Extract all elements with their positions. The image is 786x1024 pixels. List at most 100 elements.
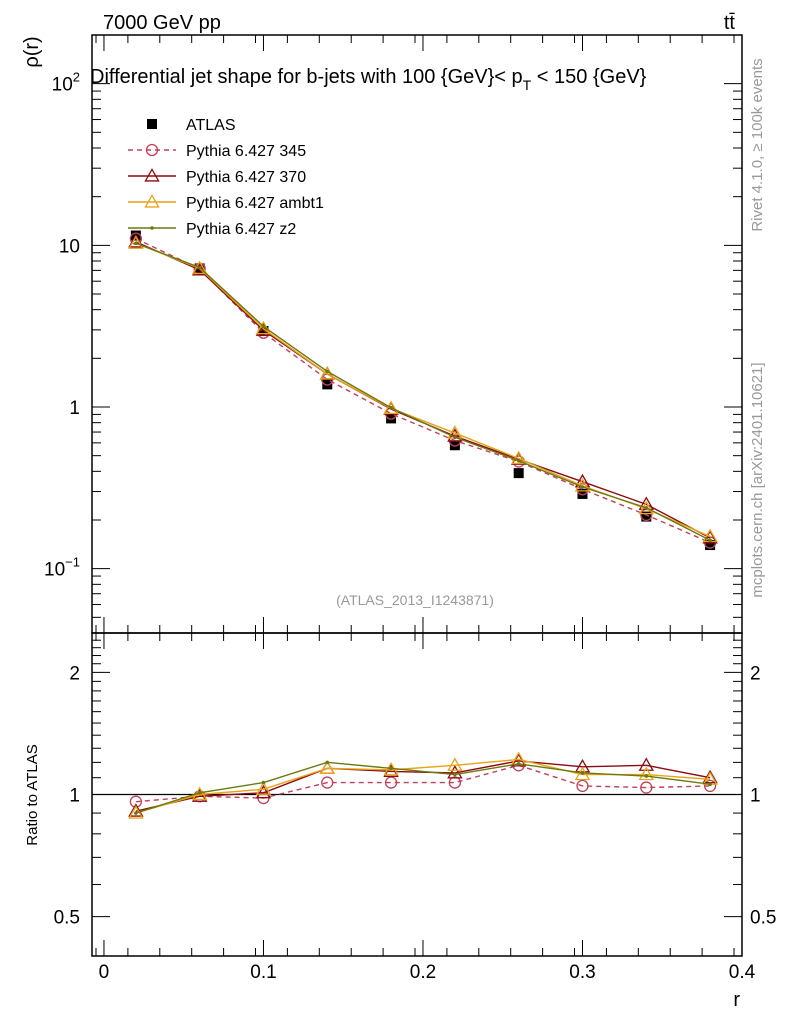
main-data-point <box>702 529 718 544</box>
main-y-axis-label: ρ(r) <box>21 36 43 67</box>
main-series-line <box>135 242 711 541</box>
legend-item: Pythia 6.427 370 <box>128 168 306 186</box>
ratio-data-point <box>128 803 144 817</box>
ratio-data-point <box>321 776 334 789</box>
legend-marker <box>150 226 154 230</box>
chart-title-tail: < 150 {GeV} <box>531 66 646 88</box>
ratio-y-tick-label: 1 <box>69 786 80 807</box>
main-data-point <box>261 324 266 329</box>
ratio-data-point <box>516 762 521 766</box>
ratio-data-point <box>580 771 585 775</box>
main-series-line <box>135 238 711 544</box>
main-data-point <box>577 488 588 499</box>
ratio-data-point <box>261 780 266 785</box>
ratio-data-point <box>708 782 712 787</box>
legend-item: Pythia 6.427 z2 <box>128 221 296 238</box>
main-data-point <box>641 511 652 522</box>
ratio-data-point <box>638 757 655 771</box>
main-series-pythia-6-427-370 <box>128 233 718 544</box>
legend-label: ATLAS <box>186 117 236 134</box>
ratio-series-line <box>135 760 711 812</box>
main-data-point <box>580 485 585 489</box>
ratio-series-line <box>135 761 711 814</box>
ratio-y-axis-label: Ratio to ATLAS <box>24 744 41 845</box>
ratio-data-point <box>325 760 330 765</box>
legend-label: Pythia 6.427 370 <box>186 169 306 186</box>
x-tick-label: 0.1 <box>250 962 276 983</box>
main-data-point <box>453 435 457 440</box>
ratio-data-point <box>384 776 398 789</box>
ratio-data-point <box>447 765 463 779</box>
main-panel: 10−1 1 10 102 <box>44 34 743 634</box>
main-data-point <box>197 265 202 270</box>
ratio-data-point <box>576 779 589 793</box>
ratio-data-point <box>134 811 138 815</box>
legend-marker <box>147 119 157 129</box>
legend-item: ATLAS <box>147 117 236 134</box>
main-y-tick-label: 10−1 <box>44 555 80 581</box>
ratio-series-pythia-6-427-ambt1 <box>128 751 718 819</box>
ratio-series-line <box>135 758 711 814</box>
main-data-point <box>255 320 272 335</box>
legend-marker <box>145 143 159 157</box>
ratio-series-pythia-6-427-z2 <box>134 760 712 815</box>
main-data-point <box>389 405 393 410</box>
main-data-point <box>128 233 144 248</box>
main-y-tick-label: 10 <box>59 236 80 257</box>
ratio-data-point <box>197 790 202 795</box>
ratio-y-tick-label-right: 1 <box>750 786 761 807</box>
legend-label: Pythia 6.427 345 <box>186 143 306 160</box>
main-data-point <box>191 260 208 274</box>
x-tick-label: 0.3 <box>569 962 595 983</box>
main-data-point <box>516 458 521 463</box>
legend-marker <box>144 168 160 182</box>
main-data-point <box>386 413 397 424</box>
x-tick-label: 0 <box>99 962 110 983</box>
ratio-data-point <box>703 779 717 793</box>
main-series-pythia-6-427-z2 <box>134 241 712 542</box>
ratio-data-point <box>389 766 393 771</box>
legend: ATLAS Pythia 6.427 345 Pythia 6.427 370 Pyt… <box>128 117 324 238</box>
legend-item: Pythia 6.427 ambt1 <box>128 194 324 212</box>
ratio-series-pythia-6-427-370 <box>128 752 718 817</box>
source-label: mcplots.cern.ch [arXiv:2401.10621] <box>749 362 766 597</box>
main-series-pythia-6-427-ambt1 <box>128 235 718 543</box>
legend-item: Pythia 6.427 345 <box>128 143 306 160</box>
main-data-point <box>449 440 460 451</box>
chart-title-sub: T <box>523 77 532 93</box>
main-data-point <box>134 241 138 246</box>
main-data-point <box>644 505 649 510</box>
legend-label: Pythia 6.427 ambt1 <box>186 195 324 212</box>
ratio-data-point <box>640 781 653 794</box>
main-y-tick-label: 102 <box>52 70 80 96</box>
ratio-series-line <box>135 764 711 803</box>
main-data-point <box>513 468 524 479</box>
ratio-data-point <box>453 772 457 777</box>
main-data-point <box>191 261 208 276</box>
main-data-point <box>510 450 527 465</box>
ratio-data-point <box>447 757 463 771</box>
legend-label: Pythia 6.427 z2 <box>186 221 296 238</box>
analysis-watermark: (ATLAS_2013_I1243871) <box>336 592 494 608</box>
x-tick-label: 0.4 <box>729 962 756 983</box>
ratio-data-point <box>644 774 649 778</box>
main-data-point <box>383 400 399 415</box>
chart-title: Differential jet shape for b-jets with 1… <box>90 66 647 93</box>
chart-title-main: Differential jet shape for b-jets with 1… <box>90 66 523 88</box>
main-series-pythia-6-427-345 <box>129 232 717 549</box>
ratio-y-tick-label: 2 <box>69 663 80 684</box>
ratio-data-point <box>255 781 272 795</box>
main-data-point <box>708 538 712 542</box>
ratio-data-point <box>638 766 655 781</box>
ratio-data-point <box>448 776 462 789</box>
ratio-y-tick-label-right: 2 <box>750 663 761 684</box>
main-data-point <box>128 235 144 249</box>
main-data-point <box>638 500 655 515</box>
legend-marker <box>144 194 160 208</box>
energy-label: 7000 GeV pp <box>103 12 221 34</box>
ratio-panel: 0 0.1 0.2 0.3 0.4 0.5 0.5 1 1 2 2 <box>54 632 776 983</box>
ratio-data-point <box>383 763 399 778</box>
ratio-data-point <box>255 784 272 799</box>
main-data-point <box>705 540 716 551</box>
